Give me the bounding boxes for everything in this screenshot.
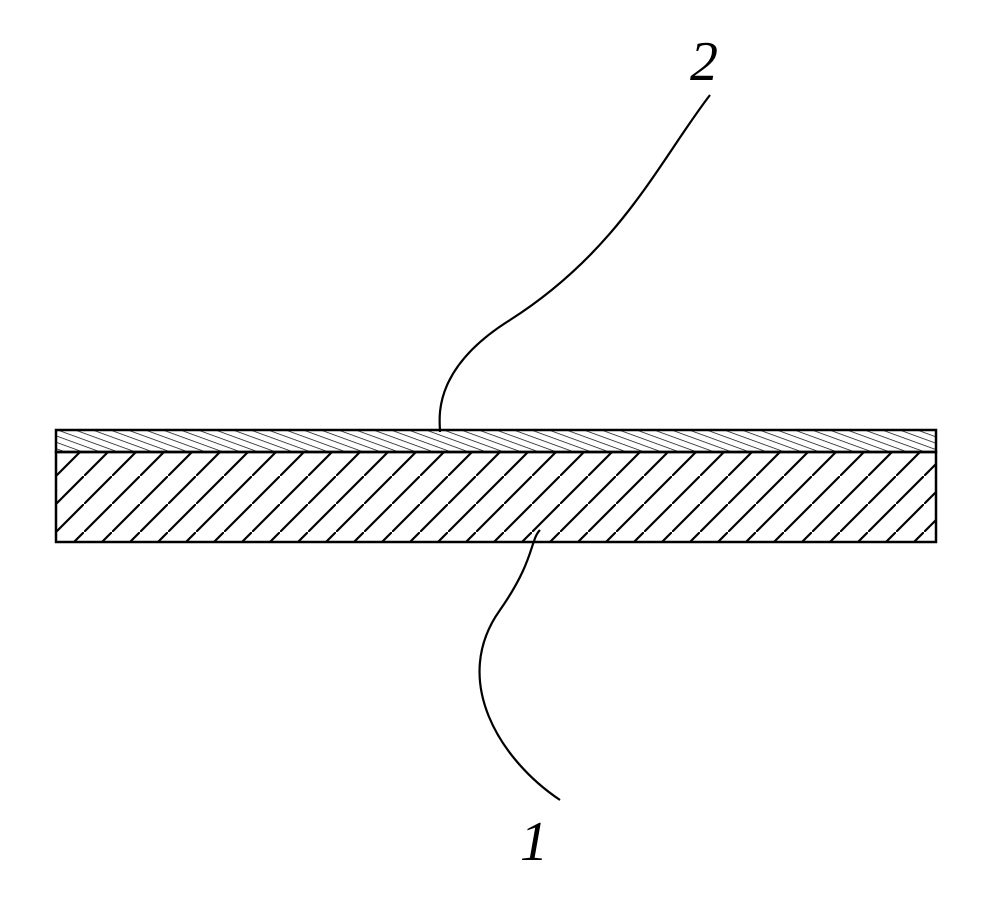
top-layer (56, 430, 936, 452)
label-2: 2 (690, 30, 718, 94)
bottom-layer (56, 452, 936, 542)
diagram-canvas: 2 1 (0, 0, 988, 900)
label-1: 1 (520, 810, 548, 874)
leader-bottom (480, 530, 560, 800)
diagram-svg (0, 0, 988, 900)
leader-top (440, 95, 710, 432)
